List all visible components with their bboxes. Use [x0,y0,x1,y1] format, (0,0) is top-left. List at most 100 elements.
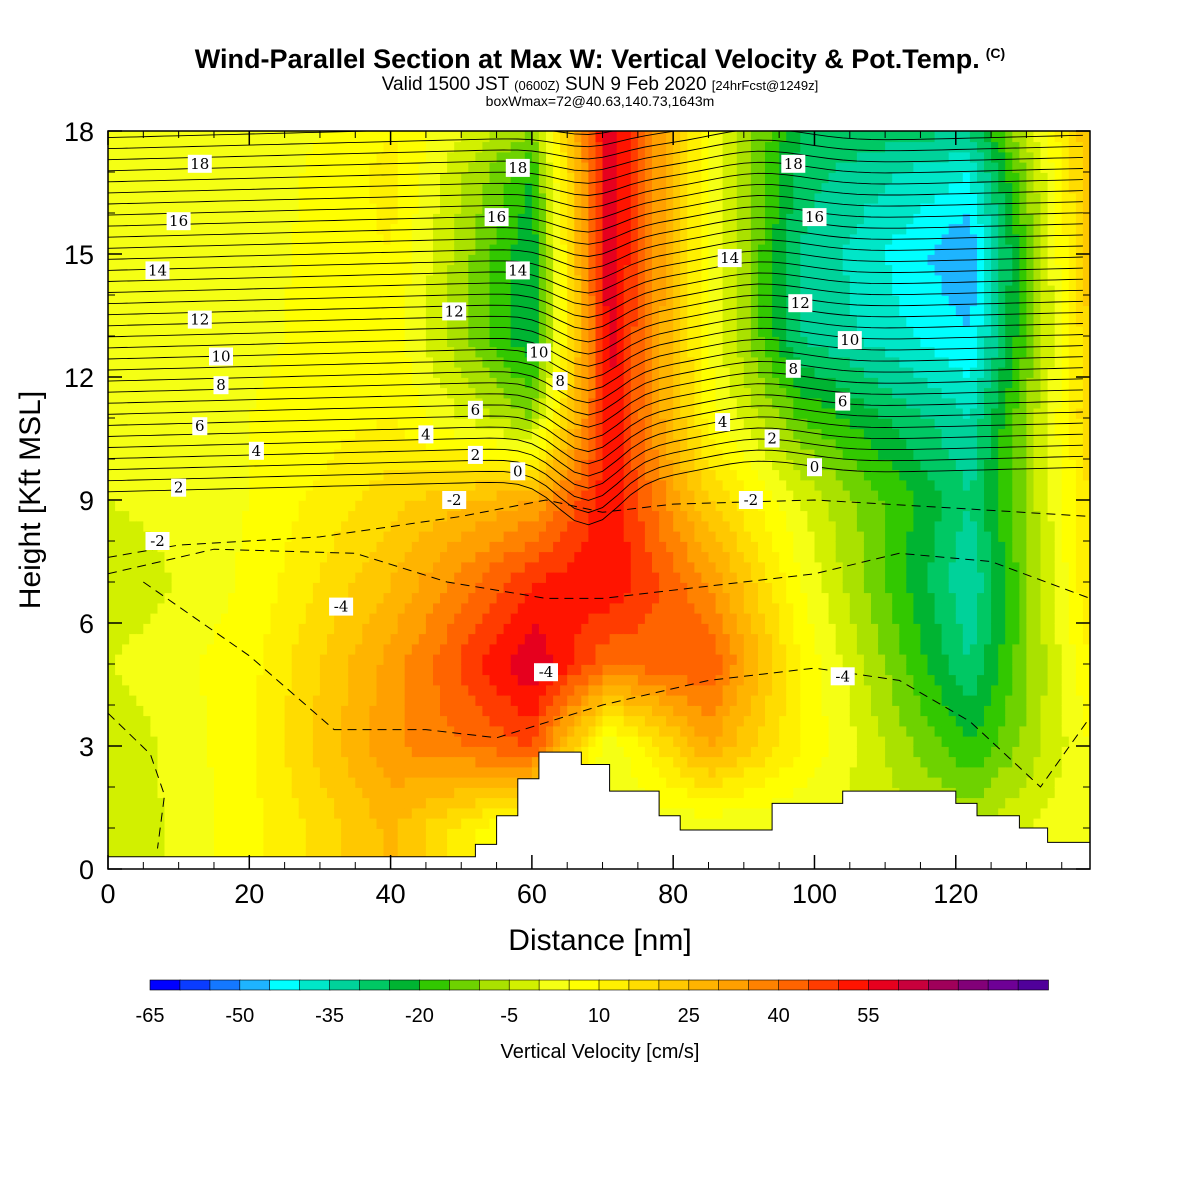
velocity-cell [567,274,576,286]
velocity-cell [390,623,399,635]
velocity-cell [489,131,498,143]
velocity-cell [199,131,208,143]
velocity-cell [574,561,583,573]
velocity-cell [588,612,597,624]
velocity-cell [376,254,385,266]
velocity-cell [298,418,307,430]
velocity-cell [327,582,335,594]
velocity-cell [129,418,138,430]
velocity-cell [510,510,519,522]
velocity-cell [538,448,547,460]
velocity-cell [263,366,272,378]
velocity-cell [553,315,561,327]
velocity-cell [206,213,215,225]
velocity-cell [228,213,236,225]
velocity-cell [171,172,180,184]
velocity-cell [136,828,145,840]
velocity-cell [192,274,201,286]
velocity-cell [221,223,229,235]
velocity-cell [249,828,258,840]
velocity-cell [447,776,455,788]
velocity-cell [164,254,173,266]
velocity-cell [284,479,293,491]
velocity-cell [510,735,519,747]
velocity-cell [263,592,272,604]
velocity-cell [454,643,463,655]
velocity-cell [510,684,519,696]
velocity-cell [496,448,505,460]
velocity-cell [129,479,138,491]
velocity-cell [270,541,279,553]
velocity-cell [588,325,597,337]
velocity-cell [440,438,448,450]
velocity-cell [546,202,554,214]
velocity-cell [567,520,576,532]
velocity-cell [256,592,265,604]
velocity-cell [418,694,427,706]
velocity-cell [567,459,576,471]
velocity-cell [362,602,371,614]
velocity-cell [312,807,321,819]
velocity-cell [482,653,491,665]
velocity-cell [312,172,321,184]
velocity-cell [588,653,597,665]
velocity-cell [115,336,123,348]
velocity-cell [206,489,215,501]
velocity-cell [108,725,116,737]
velocity-cell [348,848,357,860]
velocity-cell [468,664,477,676]
velocity-cell [454,551,463,563]
velocity-cell [327,141,335,153]
velocity-cell [334,264,342,276]
velocity-cell [546,161,554,173]
velocity-cell [192,500,201,512]
velocity-cell [312,500,321,512]
velocity-cell [581,653,590,665]
velocity-cell [334,346,342,358]
velocity-cell [319,602,328,614]
velocity-cell [348,612,357,624]
velocity-cell [538,377,547,389]
velocity-cell [454,407,463,419]
velocity-cell [199,397,208,409]
velocity-cell [249,541,258,553]
velocity-cell [362,746,371,758]
velocity-cell [115,407,123,419]
velocity-cell [397,489,406,501]
velocity-cell [129,643,138,655]
velocity-cell [334,643,342,655]
velocity-cell [341,705,349,717]
velocity-cell [270,561,279,573]
velocity-cell [574,407,583,419]
velocity-cell [157,284,166,296]
velocity-cell [468,438,477,450]
velocity-cell [263,684,272,696]
velocity-cell [256,776,265,788]
velocity-cell [440,633,448,645]
velocity-cell [418,561,427,573]
velocity-cell [588,407,597,419]
velocity-cell [362,489,371,501]
velocity-cell [341,295,349,307]
velocity-cell [538,725,547,737]
velocity-cell [503,602,512,614]
velocity-cell [531,274,540,286]
velocity-cell [482,561,491,573]
velocity-cell [418,766,427,778]
velocity-cell [411,223,420,235]
velocity-cell [588,172,597,184]
velocity-cell [496,756,505,768]
velocity-cell [397,182,406,194]
velocity-cell [510,151,519,163]
velocity-cell [221,366,229,378]
velocity-cell [228,828,236,840]
velocity-cell [108,131,116,143]
velocity-cell [362,305,371,317]
velocity-cell [468,520,477,532]
velocity-cell [362,274,371,286]
velocity-cell [581,725,590,737]
velocity-cell [482,141,491,153]
velocity-cell [588,346,597,358]
velocity-cell [327,479,335,491]
velocity-cell [334,213,342,225]
